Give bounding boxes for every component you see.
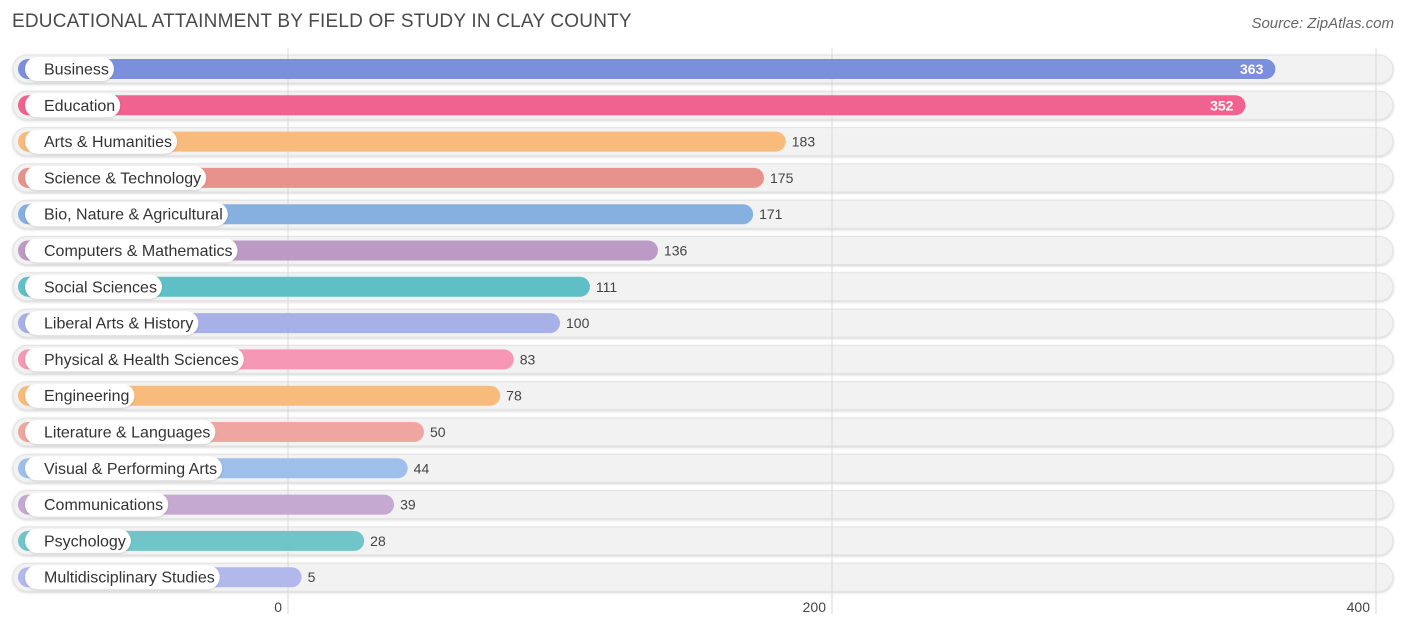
category-label: Communications <box>44 497 163 514</box>
category-label-pill <box>25 311 199 336</box>
category-label: Visual & Performing Arts <box>44 461 217 478</box>
category-label: Education <box>44 98 115 115</box>
category-label-pill <box>25 528 131 553</box>
bar <box>18 276 590 297</box>
value-label: 5 <box>308 569 316 585</box>
category-label-pill <box>25 165 207 190</box>
category-label: Social Sciences <box>44 279 157 296</box>
category-label: Science & Technology <box>44 170 201 187</box>
bar <box>18 59 1276 79</box>
value-label: 183 <box>792 134 816 150</box>
bar-track <box>12 562 1394 592</box>
category-label: Physical & Health Sciences <box>44 352 239 369</box>
bar <box>18 95 1246 116</box>
category-label-pill <box>25 492 169 517</box>
value-label: 50 <box>430 424 446 440</box>
bars: Business 363 Education 352 Arts & Humanities… <box>18 57 1276 590</box>
category-label: Liberal Arts & History <box>44 316 193 333</box>
category-label-pill <box>25 238 238 263</box>
value-label: 100 <box>566 315 590 331</box>
value-label: 175 <box>770 170 794 186</box>
category-label: Business <box>44 62 109 79</box>
x-tick-label: 400 <box>1347 599 1371 615</box>
chart-title: EDUCATIONAL ATTAINMENT BY FIELD OF STUDY… <box>12 11 632 32</box>
source-credit: Source: ZipAtlas.com <box>1251 15 1394 32</box>
category-label-pill <box>25 456 223 481</box>
category-label: Bio, Nature & Agricultural <box>44 207 223 224</box>
value-label: 111 <box>596 279 617 295</box>
value-label: 352 <box>1210 97 1234 113</box>
category-label-pill <box>25 129 178 154</box>
category-label-pill <box>25 383 135 408</box>
value-label: 136 <box>664 243 688 259</box>
category-label: Psychology <box>44 533 126 550</box>
value-label: 363 <box>1240 61 1264 77</box>
bar <box>18 131 786 152</box>
category-label-pill <box>25 93 121 118</box>
category-label: Arts & Humanities <box>44 134 172 151</box>
category-label-pill <box>25 347 244 372</box>
category-label: Engineering <box>44 388 129 405</box>
x-tick-label: 0 <box>274 599 282 615</box>
value-label: 171 <box>759 206 783 222</box>
value-label: 44 <box>414 460 430 476</box>
value-label: 83 <box>520 351 536 367</box>
category-label: Multidisciplinary Studies <box>44 570 215 587</box>
category-label: Literature & Languages <box>44 425 210 442</box>
category-label-pill <box>25 202 228 227</box>
category-label-pill <box>25 565 220 590</box>
value-label: 78 <box>506 388 522 404</box>
bar <box>18 385 501 406</box>
value-label: 39 <box>400 497 416 513</box>
value-label: 28 <box>370 533 386 549</box>
category-label-pill <box>25 420 216 444</box>
axis-ticks: 0 200 400 <box>274 599 1370 615</box>
x-tick-label: 200 <box>803 599 827 615</box>
category-label-pill <box>25 274 162 299</box>
category-label: Computers & Mathematics <box>44 243 233 260</box>
category-label-pill <box>25 57 114 81</box>
